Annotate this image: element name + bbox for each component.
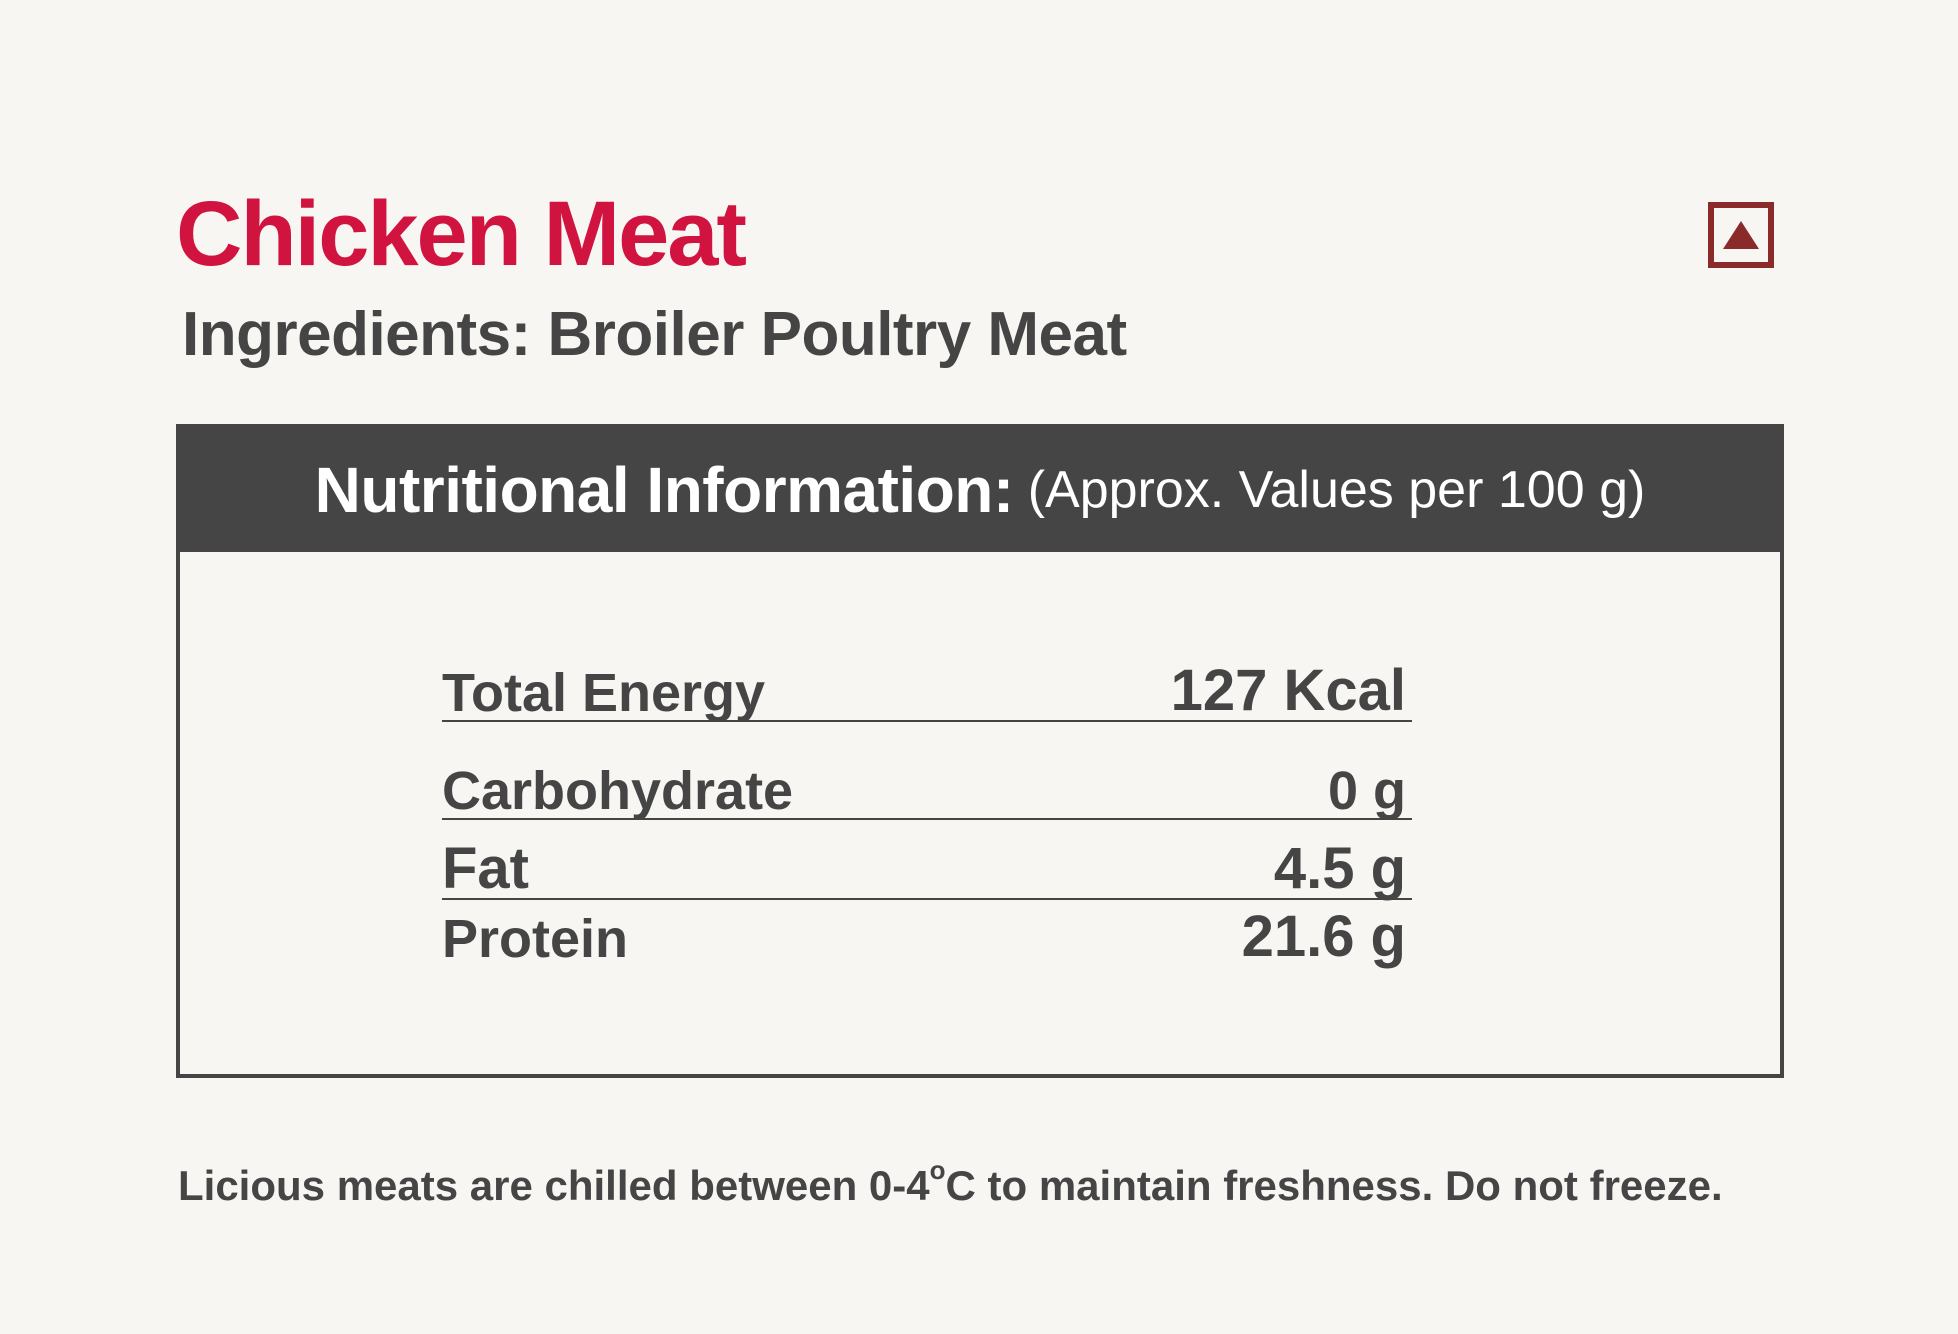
non-veg-triangle-icon: [1723, 221, 1759, 249]
storage-note: Licious meats are chilled between 0-4oC …: [178, 1157, 1723, 1209]
nutrition-row-fat: Fat 4.5 g: [442, 820, 1412, 900]
storage-note-end: C to maintain freshness. Do not freeze.: [945, 1162, 1723, 1209]
storage-note-start: Licious meats are chilled between 0-4: [178, 1162, 930, 1209]
product-title: Chicken Meat: [176, 183, 747, 285]
nutrition-subheading: (Approx. Values per 100 g): [1027, 461, 1646, 519]
nutrient-label: Protein: [442, 909, 629, 969]
nutrient-label: Total Energy: [442, 663, 766, 723]
degree-symbol: o: [929, 1155, 946, 1185]
nutrient-label: Fat: [442, 836, 529, 901]
nutrient-value: 0 g: [1327, 761, 1406, 821]
nutrient-value: 4.5 g: [1273, 836, 1406, 901]
non-veg-mark: [1708, 202, 1774, 268]
nutrition-table: Total Energy 127 Kcal Carbohydrate 0 g F…: [442, 648, 1412, 966]
nutrition-row-protein: Protein 21.6 g: [442, 900, 1412, 969]
nutrition-heading: Nutritional Information:: [314, 454, 1015, 526]
nutrient-value: 127 Kcal: [1170, 658, 1406, 723]
nutrition-panel: Nutritional Information: (Approx. Values…: [176, 424, 1784, 1078]
nutrient-value: 21.6 g: [1241, 904, 1406, 969]
nutrient-label: Carbohydrate: [442, 761, 794, 821]
ingredients-text: Ingredients: Broiler Poultry Meat: [182, 300, 1127, 369]
nutrition-row-energy: Total Energy 127 Kcal: [442, 648, 1412, 722]
nutrition-header: Nutritional Information: (Approx. Values…: [180, 428, 1780, 552]
nutrition-row-carbohydrate: Carbohydrate 0 g: [442, 722, 1412, 820]
